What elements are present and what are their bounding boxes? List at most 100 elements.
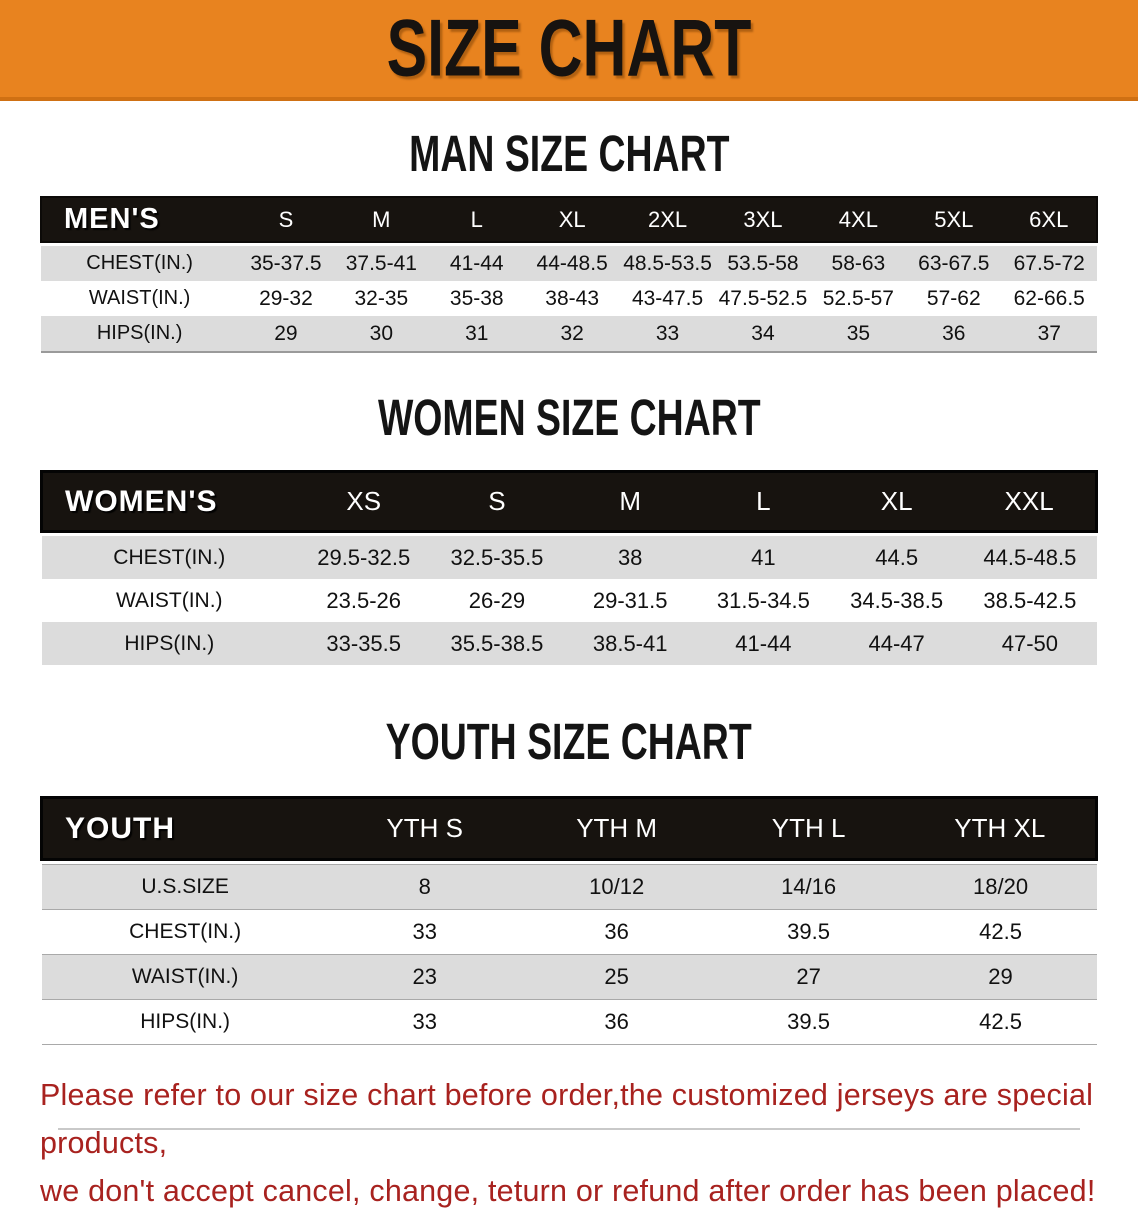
- value-cell: 36: [604, 1009, 629, 1034]
- value-cell: 8: [418, 874, 431, 899]
- measurement-row: U.S.SIZE 8 10/12 14/16 18/20: [41, 864, 1097, 910]
- value-cell: 67.5-72: [1013, 251, 1085, 275]
- youth-size-table: YOUTH YTH S YTH M YTH L YTH XL U.S.SIZE 8 10/12…: [40, 796, 1098, 1045]
- header-gap: [41, 242, 1097, 246]
- header-gap-cell: [41, 242, 1097, 246]
- measurement-row: HIPS(IN.) 29 30 31 32 33 34 35 36 37: [41, 316, 1097, 352]
- row-label-cell: WAIST(IN.): [131, 965, 239, 988]
- value-cell: 29: [988, 964, 1013, 989]
- value-cell: 32.5-35.5: [450, 544, 544, 570]
- size-column-header: L: [756, 486, 771, 516]
- row-label-cell: HIPS(IN.): [124, 631, 215, 655]
- value-cell: 44.5-48.5: [983, 544, 1077, 570]
- value-cell: 37: [1037, 321, 1061, 345]
- value-cell: 63-67.5: [918, 251, 990, 275]
- table-header-label: MEN'S: [64, 203, 160, 235]
- value-cell: 38.5-41: [592, 630, 668, 656]
- value-cell: 52.5-57: [822, 286, 894, 310]
- value-cell: 31: [465, 321, 489, 345]
- value-cell: 39.5: [787, 1009, 830, 1034]
- size-column-header: XL: [558, 206, 586, 232]
- man-section-heading: MAN SIZE CHART: [0, 126, 1138, 183]
- value-cell: 44-47: [868, 630, 925, 656]
- measurement-row: HIPS(IN.) 33 36 39.5 42.5: [41, 999, 1097, 1045]
- value-cell: 34: [751, 321, 775, 345]
- value-cell: 38: [617, 544, 643, 570]
- value-cell: 33-35.5: [326, 630, 402, 656]
- row-label-cell: HIPS(IN.): [96, 322, 183, 344]
- value-cell: 41: [751, 544, 776, 570]
- value-cell: 31.5-34.5: [716, 587, 810, 613]
- value-cell: 47.5-52.5: [718, 286, 808, 310]
- measurement-row: WAIST(IN.) 23.5-26 26-29 29-31.5 31.5-34.5 34…: [41, 579, 1097, 622]
- value-cell: 29.5-32.5: [317, 544, 411, 570]
- value-cell: 41-44: [449, 251, 504, 275]
- value-cell: 14/16: [781, 874, 837, 899]
- value-cell: 25: [604, 964, 629, 989]
- value-cell: 37.5-41: [345, 251, 417, 275]
- value-cell: 33: [655, 321, 680, 345]
- value-cell: 29-31.5: [592, 587, 668, 613]
- value-cell: 34.5-38.5: [850, 587, 944, 613]
- disclaimer-line-2: we don't accept cancel, change, teturn o…: [40, 1174, 1096, 1209]
- value-cell: 29: [274, 321, 298, 345]
- value-cell: 38.5-42.5: [983, 587, 1077, 613]
- row-label-cell: CHEST(IN.): [86, 252, 193, 274]
- value-cell: 41-44: [735, 630, 792, 656]
- value-cell: 44.5: [875, 544, 919, 570]
- size-column-header: 4XL: [838, 206, 878, 232]
- value-cell: 33: [412, 919, 437, 944]
- value-cell: 44-48.5: [536, 251, 608, 275]
- value-cell: 30: [369, 321, 394, 345]
- table-header-label: YOUTH: [65, 811, 175, 845]
- row-label-cell: WAIST(IN.): [116, 588, 223, 612]
- table-header-row: WOMEN'S XS S M L XL XXL: [41, 471, 1097, 532]
- size-column-header: 3XL: [743, 206, 783, 232]
- value-cell: 26-29: [468, 587, 526, 613]
- value-cell: 58-63: [831, 251, 886, 275]
- value-cell: 42.5: [979, 919, 1022, 944]
- size-column-header: YTH M: [576, 813, 658, 843]
- header-gap-cell: [41, 859, 1097, 865]
- size-column-header: XS: [346, 486, 382, 516]
- value-cell: 35-38: [449, 286, 504, 310]
- value-cell: 18/20: [973, 874, 1029, 899]
- value-cell: 36: [942, 321, 966, 345]
- man-section-heading-text: MAN SIZE CHART: [408, 126, 730, 183]
- value-cell: 35: [846, 321, 871, 345]
- value-cell: 29-32: [259, 286, 313, 310]
- size-column-header: XXL: [1004, 486, 1054, 516]
- value-cell: 23.5-26: [326, 587, 402, 613]
- value-cell: 36: [604, 919, 629, 944]
- measurement-row: HIPS(IN.) 33-35.5 35.5-38.5 38.5-41 41-44 44-…: [41, 622, 1097, 665]
- value-cell: 42.5: [979, 1009, 1022, 1034]
- disclaimer-line-1: Please refer to our size chart before or…: [40, 1078, 1094, 1161]
- measurement-row: CHEST(IN.) 29.5-32.5 32.5-35.5 38 41 44.5 44.5…: [41, 536, 1097, 579]
- value-cell: 35-37.5: [250, 251, 322, 275]
- value-cell: 27: [796, 964, 821, 989]
- size-column-header: YTH L: [771, 813, 846, 843]
- bottom-divider: [58, 1128, 1080, 1130]
- value-cell: 62-66.5: [1013, 286, 1085, 310]
- size-column-header: M: [619, 486, 642, 516]
- table-header-row: YOUTH YTH S YTH M YTH L YTH XL: [41, 797, 1097, 860]
- size-column-header: S: [278, 206, 294, 232]
- row-label-cell: CHEST(IN.): [129, 920, 242, 943]
- value-cell: 33: [412, 1009, 437, 1034]
- size-column-header: 5XL: [934, 206, 974, 232]
- row-label-cell: U.S.SIZE: [141, 875, 229, 898]
- header-gap: [41, 859, 1097, 865]
- value-cell: 10/12: [589, 874, 645, 899]
- size-column-header: L: [470, 206, 483, 232]
- table-header-label: WOMEN'S: [65, 484, 218, 518]
- measurement-row: CHEST(IN.) 33 36 39.5 42.5: [41, 909, 1097, 955]
- women-section-heading: WOMEN SIZE CHART: [0, 390, 1138, 446]
- value-cell: 53.5-58: [727, 251, 799, 275]
- measurement-row: WAIST(IN.) 23 25 27 29: [41, 954, 1097, 1000]
- value-cell: 57-62: [926, 286, 981, 310]
- womens-size-table: WOMEN'S XS S M L XL XXL CHEST(IN.) 29.5-32.5 32.5…: [40, 470, 1098, 665]
- value-cell: 47-50: [1001, 630, 1059, 656]
- mens-size-table: MEN'S S M L XL 2XL 3XL 4XL 5XL 6XL CHEST(IN.) 35-37…: [40, 196, 1098, 353]
- size-column-header: S: [488, 486, 506, 516]
- header-gap-cell: [41, 531, 1097, 536]
